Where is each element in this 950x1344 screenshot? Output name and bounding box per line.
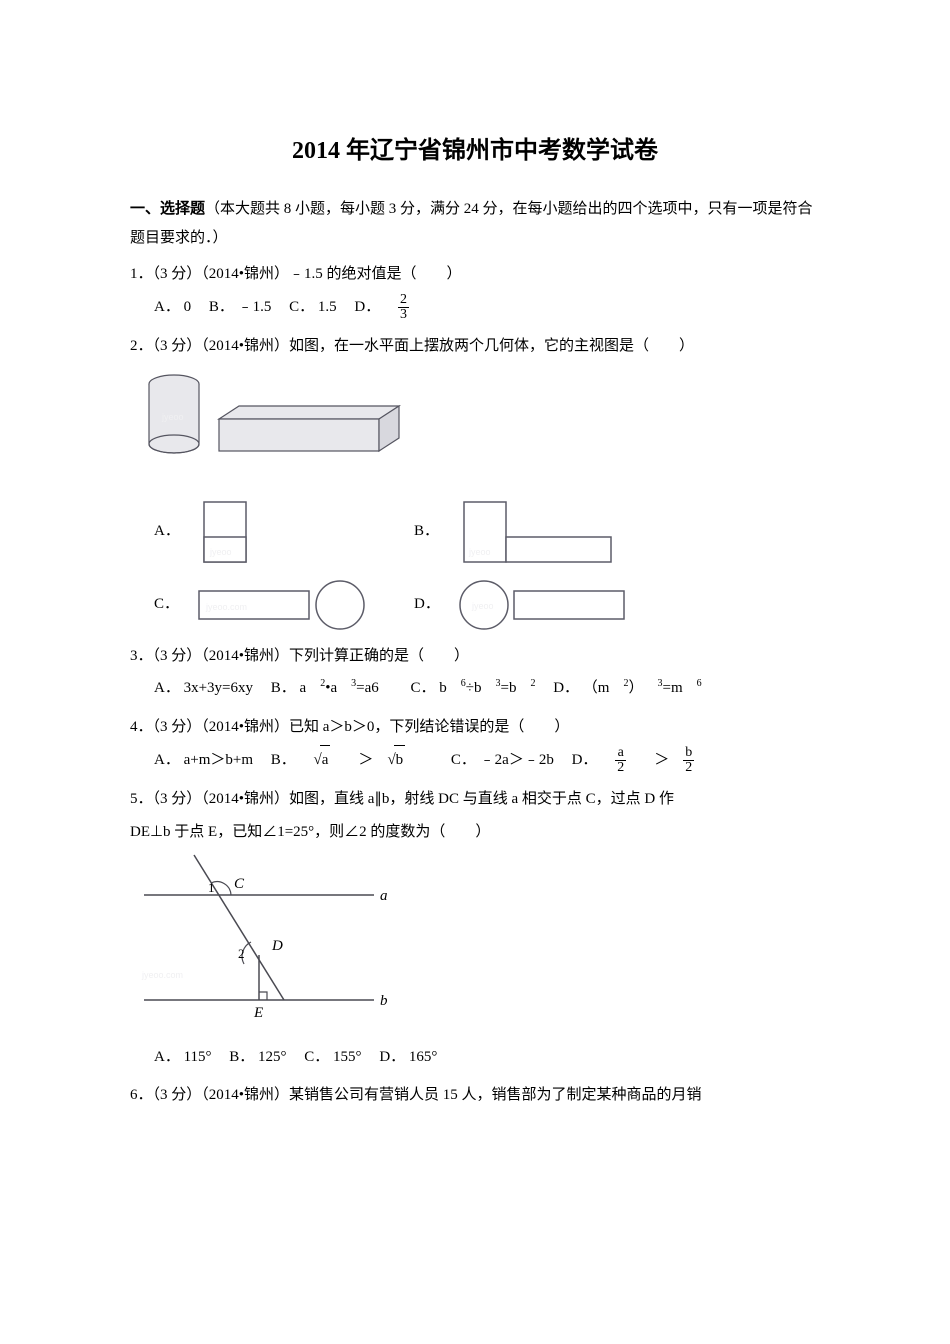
svg-text:jyeoo.com: jyeoo.com — [141, 970, 183, 980]
q1-opt-b: B． ﹣1.5 — [209, 299, 272, 315]
q2-opt-c-figure: jyeoo.com — [194, 577, 394, 632]
exam-page: 2014 年辽宁省锦州市中考数学试卷 一、选择题（本大题共 8 小题，每小题 3… — [0, 0, 950, 1156]
q2-opt-a: A． jyeoo — [154, 497, 414, 567]
q1-opt-d: D． 2 3 — [354, 299, 437, 315]
question-2: 2．（3 分）（2014•锦州）如图，在一水平面上摆放两个几何体，它的主视图是（… — [130, 332, 820, 632]
q5-stem-1: 5．（3 分）（2014•锦州）如图，直线 a∥b，射线 DC 与直线 a 相交… — [130, 785, 820, 814]
q4-opt-c: C． ﹣2a＞﹣2b — [451, 752, 554, 768]
q2-main-figure: jyeoo — [130, 364, 820, 485]
svg-text:C: C — [234, 876, 245, 892]
q5-opt-a: A． 115° — [154, 1049, 212, 1065]
q5-opt-c: C． 155° — [304, 1049, 361, 1065]
q5-figure: a b 1 2 C D E jyeoo.com — [130, 850, 820, 1031]
q5-options: A． 115° B． 125° C． 155° D． 165° — [130, 1043, 820, 1072]
question-1: 1．（3 分）（2014•锦州）﹣1.5 的绝对值是（ ） A． 0 B． ﹣1… — [130, 260, 820, 322]
question-6: 6．（3 分）（2014•锦州）某销售公司有营销人员 15 人，销售部为了制定某… — [130, 1081, 820, 1110]
fraction: 2 3 — [398, 293, 423, 322]
svg-text:D: D — [271, 938, 283, 954]
svg-text:a: a — [380, 888, 388, 904]
q2-stem: 2．（3 分）（2014•锦州）如图，在一水平面上摆放两个几何体，它的主视图是（… — [130, 332, 820, 361]
page-title: 2014 年辽宁省锦州市中考数学试卷 — [130, 130, 820, 165]
svg-text:jyeoo: jyeoo — [471, 601, 494, 611]
question-4: 4．（3 分）（2014•锦州）已知 a＞b＞0，下列结论错误的是（ ） A． … — [130, 713, 820, 776]
q5-opt-b: B． 125° — [229, 1049, 286, 1065]
svg-text:1: 1 — [208, 880, 215, 895]
q1-options: A． 0 B． ﹣1.5 C． 1.5 D． 2 3 — [130, 293, 820, 322]
question-3: 3．（3 分）（2014•锦州）下列计算正确的是（ ） A． 3x+3y=6xy… — [130, 642, 820, 703]
parallel-lines-figure: a b 1 2 C D E jyeoo.com — [134, 850, 414, 1020]
q2-opt-c: C． jyeoo.com — [154, 577, 414, 632]
sqrt-a: a — [314, 745, 345, 775]
q1-stem: 1．（3 分）（2014•锦州）﹣1.5 的绝对值是（ ） — [130, 260, 820, 289]
q5-opt-d: D． 165° — [379, 1049, 437, 1065]
sqrt-b: b — [387, 745, 419, 775]
q2-opt-b: B． jyeoo — [414, 497, 674, 567]
q5-stem-2: DE⊥b 于点 E，已知∠1=25°，则∠2 的度数为（ ） — [130, 818, 820, 847]
svg-text:E: E — [253, 1005, 263, 1020]
q4-opt-b: B． a＞b — [271, 752, 437, 768]
q4-opt-a: A． a+m＞b+m — [154, 752, 253, 768]
svg-text:jyeoo: jyeoo — [161, 412, 184, 422]
q4-stem: 4．（3 分）（2014•锦州）已知 a＞b＞0，下列结论错误的是（ ） — [130, 713, 820, 742]
q2-opt-d: D． jyeoo — [414, 577, 674, 632]
q3-stem: 3．（3 分）（2014•锦州）下列计算正确的是（ ） — [130, 642, 820, 671]
section-1-bold: 一、选择题 — [130, 201, 205, 217]
q1-opt-c: C． 1.5 — [289, 299, 337, 315]
svg-text:jyeoo.com: jyeoo.com — [205, 602, 247, 612]
solids-figure: jyeoo — [134, 364, 414, 474]
q3-options: A． 3x+3y=6xy B． a2•a3=a6 C． b6÷b3=b2 D． … — [130, 674, 820, 703]
fraction-b2: b 2 — [683, 746, 708, 775]
q3-opt-d: D． （m2）3=m6 — [553, 680, 701, 696]
question-5: 5．（3 分）（2014•锦州）如图，直线 a∥b，射线 DC 与直线 a 相交… — [130, 785, 820, 1071]
q4-options: A． a+m＞b+m B． a＞b C． ﹣2a＞﹣2b D． a 2 ＞ b … — [130, 745, 820, 775]
q2-opt-d-figure: jyeoo — [454, 577, 654, 632]
q2-opt-a-figure: jyeoo — [194, 497, 344, 567]
q2-opt-b-figure: jyeoo — [454, 497, 634, 567]
q2-choice-row-1: A． jyeoo B． jyeoo — [130, 497, 820, 567]
svg-text:jyeoo: jyeoo — [209, 547, 232, 557]
section-1-rest: （本大题共 8 小题，每小题 3 分，满分 24 分，在每小题给出的四个选项中，… — [130, 201, 813, 246]
svg-text:2: 2 — [238, 946, 245, 961]
q4-opt-d: D． a 2 ＞ b 2 — [572, 752, 723, 768]
q1-opt-a: A． 0 — [154, 299, 191, 315]
q3-opt-c: C． b6÷b3=b2 — [410, 680, 535, 696]
q3-opt-b: B． a2•a3=a6 — [271, 680, 393, 696]
section-1-header: 一、选择题（本大题共 8 小题，每小题 3 分，满分 24 分，在每小题给出的四… — [130, 195, 820, 252]
q3-opt-a: A． 3x+3y=6xy — [154, 680, 253, 696]
svg-text:b: b — [380, 993, 388, 1009]
fraction-a2: a 2 — [615, 746, 640, 775]
svg-text:jyeoo: jyeoo — [468, 547, 491, 557]
q6-stem: 6．（3 分）（2014•锦州）某销售公司有营销人员 15 人，销售部为了制定某… — [130, 1081, 820, 1110]
q2-choice-row-2: C． jyeoo.com D． jyeoo — [130, 577, 820, 632]
